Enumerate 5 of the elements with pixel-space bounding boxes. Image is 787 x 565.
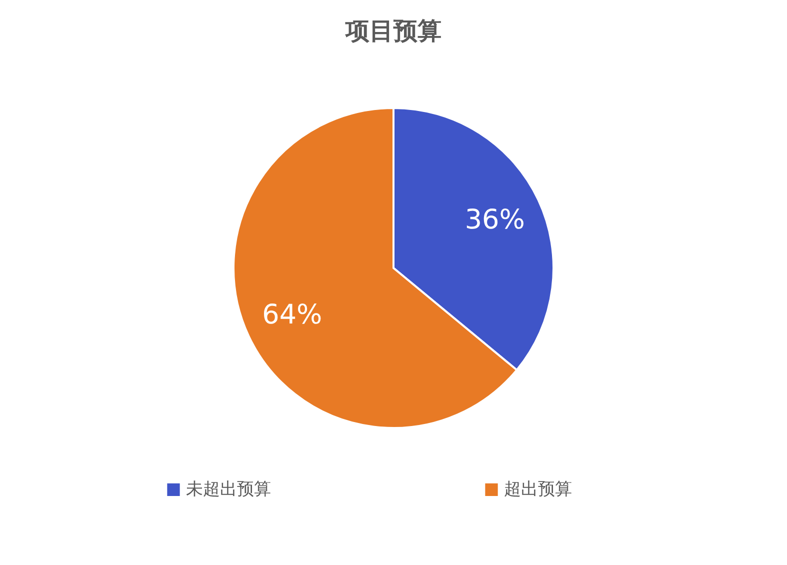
data-label: 64% xyxy=(262,300,322,331)
data-label: 36% xyxy=(464,204,525,236)
legend-label: 超出预算 xyxy=(504,480,572,500)
chart-title: 项目预算 xyxy=(344,17,442,45)
legend-label: 未超出预算 xyxy=(186,480,271,500)
